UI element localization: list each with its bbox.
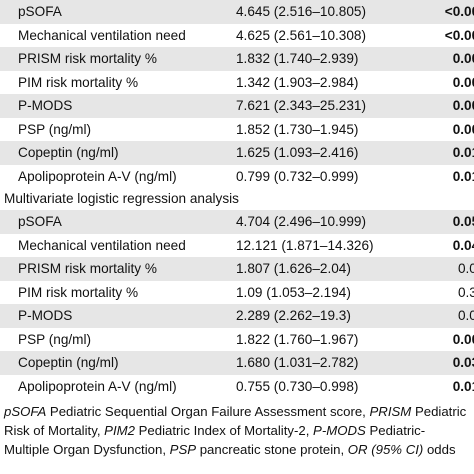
variable-cell: pSOFA xyxy=(0,0,236,24)
p-value-cell: 0.017* xyxy=(452,168,474,184)
table-row: PSP (ng/ml) 1.852 (1.730–1.945) 0.003* xyxy=(0,118,474,142)
section-header-row: Multivariate logistic regression analysi… xyxy=(0,188,474,210)
odds-ratio-cell: 12.121 (1.871–14.326) xyxy=(236,237,374,253)
p-value-cell: 0.049* xyxy=(452,237,474,253)
abbr-psofa: pSOFA xyxy=(4,404,47,419)
variable-cell: PIM risk mortality % xyxy=(18,74,139,90)
variable-cell: Mechanical ventilation need xyxy=(18,237,186,253)
footnote-text: pancreatic stone protein, xyxy=(196,442,348,457)
p-value-cell: <0.001* xyxy=(428,0,474,24)
p-value-cell: 0.050* xyxy=(428,210,474,234)
p-value-cell: 0.003* xyxy=(452,121,474,137)
odds-ratio-cell: 1.822 (1.760–1.967) xyxy=(236,331,359,347)
variable-cell: Apolipoprotein A-V (ng/ml) xyxy=(18,168,177,184)
p-value-cell: 0.350 xyxy=(457,284,474,300)
variable-cell: PIM risk mortality % xyxy=(18,284,139,300)
table-footnote: pSOFA Pediatric Sequential Organ Failure… xyxy=(0,398,474,459)
abbr-pim2: PIM2 xyxy=(104,423,135,438)
p-value-cell: 0.090 xyxy=(428,257,474,281)
abbr-prism: PRISM xyxy=(369,404,412,419)
p-value-cell: <0.001* xyxy=(444,27,474,43)
abbr-psp: PSP xyxy=(169,442,197,457)
table-row: Copeptin (ng/ml)1.680 (1.031–2.782)0.036… xyxy=(0,351,474,375)
footnote-text: Multiple Organ Dysfunction, xyxy=(4,442,170,457)
odds-ratio-cell: 4.704 (2.496–10.999) xyxy=(236,210,428,234)
variable-cell: Apolipoprotein A-V (ng/ml) xyxy=(18,378,177,394)
table-row: Copeptin (ng/ml)1.625 (1.093–2.416)0.016… xyxy=(0,141,474,165)
variable-cell: pSOFA xyxy=(0,210,236,234)
p-value-cell: 0.036* xyxy=(428,351,474,375)
odds-ratio-cell: 4.645 (2.516–10.805) xyxy=(236,0,428,24)
variable-cell: P-MODS xyxy=(0,94,236,118)
variable-cell: Copeptin (ng/ml) xyxy=(0,141,236,165)
footnote-line-1: pSOFA Pediatric Sequential Organ Failure… xyxy=(4,402,470,421)
variable-cell: P-MODS xyxy=(0,304,236,328)
table-row: Mechanical ventilation need 4.625 (2.561–… xyxy=(0,24,474,48)
footnote-text: Pediatric Sequential Organ Failure Asses… xyxy=(46,404,370,419)
abbr-or-ci: OR (95% CI) xyxy=(347,442,424,457)
variable-cell: Mechanical ventilation need xyxy=(18,27,186,43)
p-value-cell: 0.007* xyxy=(452,74,474,90)
odds-ratio-cell: 1.852 (1.730–1.945) xyxy=(236,121,359,137)
table-row: Mechanical ventilation need 12.121 (1.871… xyxy=(0,234,474,258)
variable-cell: PSP (ng/ml) xyxy=(18,121,92,137)
footnote-line-2: Risk of Mortality, PIM2 Pediatric Index … xyxy=(4,421,470,440)
abbr-pmods: P-MODS xyxy=(313,423,366,438)
p-value-cell: 0.002* xyxy=(428,94,474,118)
table-row: PSP (ng/ml) 1.822 (1.760–1.967) 0.002* xyxy=(0,328,474,352)
odds-ratio-cell: 1.832 (1.740–2.939) xyxy=(236,47,428,71)
odds-ratio-cell: 7.621 (2.343–25.231) xyxy=(236,94,428,118)
odds-ratio-cell: 1.09 (1.053–2.194) xyxy=(236,284,351,300)
odds-ratio-cell: 0.799 (0.732–0.999) xyxy=(236,168,359,184)
variable-cell: PRISM risk mortality % xyxy=(0,257,236,281)
variable-cell: Copeptin (ng/ml) xyxy=(0,351,236,375)
odds-ratio-cell: 1.342 (1.903–2.984) xyxy=(236,74,359,90)
odds-ratio-cell: 1.807 (1.626–2.04) xyxy=(236,257,428,281)
footnote-text: odds xyxy=(423,442,456,457)
p-value-cell: 0.065 xyxy=(428,304,474,328)
p-value-cell: 0.016* xyxy=(452,378,474,394)
odds-ratio-cell: 0.755 (0.730–0.998) xyxy=(236,378,359,394)
footnote-text: Risk of Mortality, xyxy=(4,423,105,438)
footnote-text: Pediatric- xyxy=(365,423,426,438)
variable-cell: PSP (ng/ml) xyxy=(18,331,92,347)
table-row: PIM risk mortality % 1.09 (1.053–2.194) 0.… xyxy=(0,281,474,305)
multivariate-header-section: Multivariate logistic regression analysi… xyxy=(0,188,474,210)
section-header: Multivariate logistic regression analysi… xyxy=(4,191,239,206)
table-row: PRISM risk mortality % 1.832 (1.740–2.939… xyxy=(0,47,474,71)
odds-ratio-cell: 2.289 (2.262–19.3) xyxy=(236,304,428,328)
table-row: PIM risk mortality % 1.342 (1.903–2.984) 0… xyxy=(0,71,474,95)
p-value-cell: 0.016* xyxy=(428,141,474,165)
footnote-text: Pediatric Index of Mortality-2, xyxy=(134,423,314,438)
footnote-line-3: Multiple Organ Dysfunction, PSP pancreat… xyxy=(4,440,470,459)
odds-ratio-cell: 1.680 (1.031–2.782) xyxy=(236,351,428,375)
odds-ratio-cell: 4.625 (2.561–10.308) xyxy=(236,27,367,43)
p-value-cell: 0.002* xyxy=(428,47,474,71)
table-row: Apolipoprotein A-V (ng/ml) 0.799 (0.732–0… xyxy=(0,165,474,189)
variable-cell: PRISM risk mortality % xyxy=(0,47,236,71)
table-row: Apolipoprotein A-V (ng/ml) 0.755 (0.730–0… xyxy=(0,375,474,399)
table-row: PRISM risk mortality % 1.807 (1.626–2.04)… xyxy=(0,257,474,281)
footnote-text: Pediatric xyxy=(411,404,467,419)
odds-ratio-cell: 1.625 (1.093–2.416) xyxy=(236,141,428,165)
p-value-cell: 0.002* xyxy=(452,331,474,347)
